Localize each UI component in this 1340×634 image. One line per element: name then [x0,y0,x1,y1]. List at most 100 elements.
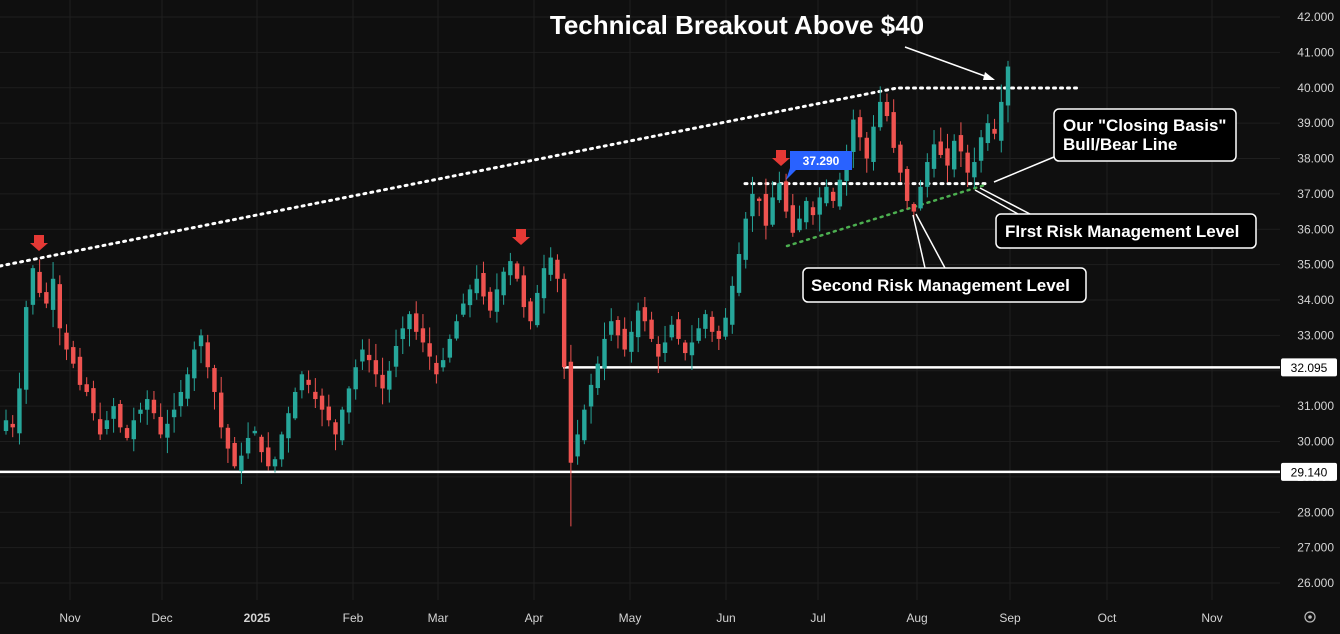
candle-body [884,101,890,117]
candle-body [952,140,957,170]
candle-body [535,292,540,326]
down-arrow-icon [772,150,790,166]
candle-body [622,328,627,350]
x-tick-label: Dec [151,611,172,625]
x-tick-label: May [619,611,642,625]
candle-body [931,144,937,169]
candle-body [918,186,923,209]
annotations: Technical Breakout Above $40 Our "Closin… [30,10,1257,303]
candle-body [192,349,197,379]
candle-body [77,356,83,385]
candle-body [985,123,991,144]
candle-body [790,205,796,233]
candle-body [810,207,816,216]
candle-body [528,301,533,322]
candle-body [340,409,345,441]
candlesticks [3,60,1011,527]
candle-body [205,342,210,368]
candle-body [326,406,331,421]
y-tick-label: 27.000 [1297,541,1334,555]
candle-body [582,409,587,441]
candle-body [763,193,769,226]
candle-body [992,128,997,134]
settings-icon[interactable] [1304,611,1316,623]
candle-body [629,331,634,352]
candle-body [306,379,311,385]
title-pointer-arrowhead [983,72,995,80]
candle-body [118,403,123,428]
second-risk-callout-text: Second Risk Management Level [811,276,1070,295]
price-axis-label-text: 32.095 [1291,361,1328,375]
candle-body [373,360,379,375]
candle-body [366,354,372,361]
candle-body [595,363,600,389]
candle-body [494,289,500,312]
candle-body [662,342,668,354]
candle-body [965,152,970,173]
candle-body [898,144,903,173]
candle-body [454,321,459,339]
candle-body [313,391,318,400]
candle-body [165,423,170,438]
candle-body [138,409,143,414]
candle-body [64,332,69,350]
candle-body [609,321,614,335]
candle-body [57,284,62,329]
candle-body [467,289,473,306]
candle-body [602,338,607,369]
candle-body [642,307,648,322]
y-tick-label: 35.000 [1297,258,1334,272]
y-tick-label: 41.000 [1297,45,1334,59]
candle-body [447,338,453,358]
y-tick-label: 31.000 [1297,399,1334,413]
candle-body [797,218,802,231]
price-tag-label: 37.290 [803,154,840,168]
candle-body [978,137,984,161]
candle-body [71,347,76,364]
candle-body [272,459,278,467]
candle-body [656,343,661,357]
candle-body [783,181,789,212]
candle-body [474,278,479,294]
candle-body [50,278,56,310]
y-tick-label: 39.000 [1297,116,1334,130]
y-tick-label: 42.000 [1297,10,1334,24]
candle-body [393,345,399,367]
candle-body [716,330,722,339]
x-tick-label: Mar [428,611,449,625]
y-tick-label: 37.000 [1297,187,1334,201]
y-tick-label: 26.000 [1297,576,1334,590]
candle-body [178,391,184,407]
candle-body [212,368,217,392]
candle-body [871,126,876,162]
candle-body [380,374,385,389]
candle-body [925,162,930,187]
candle-body [615,320,621,336]
candle-body [481,273,486,297]
candle-body [131,420,136,440]
candle-body [750,193,755,217]
x-tick-label: Jun [716,611,735,625]
candle-body [561,278,567,368]
candle-body [703,314,708,329]
candle-body [588,384,594,407]
candle-body [440,360,446,368]
candle-body [292,391,298,419]
y-tick-label: 34.000 [1297,293,1334,307]
candle-body [730,285,735,325]
candle-body [245,437,251,454]
candle-body [266,447,271,467]
candle-body [945,148,950,166]
candle-body [111,406,116,419]
price-axis-label-text: 29.140 [1291,465,1328,479]
x-tick-label: Sep [999,611,1021,625]
candle-body [259,436,264,453]
candle-body [756,198,762,201]
candle-body [353,367,358,390]
candle-body [723,317,728,337]
candle-body [804,200,809,223]
title-pointer-line [904,46,994,80]
candle-body [151,399,157,414]
chart-title: Technical Breakout Above $40 [550,10,924,40]
